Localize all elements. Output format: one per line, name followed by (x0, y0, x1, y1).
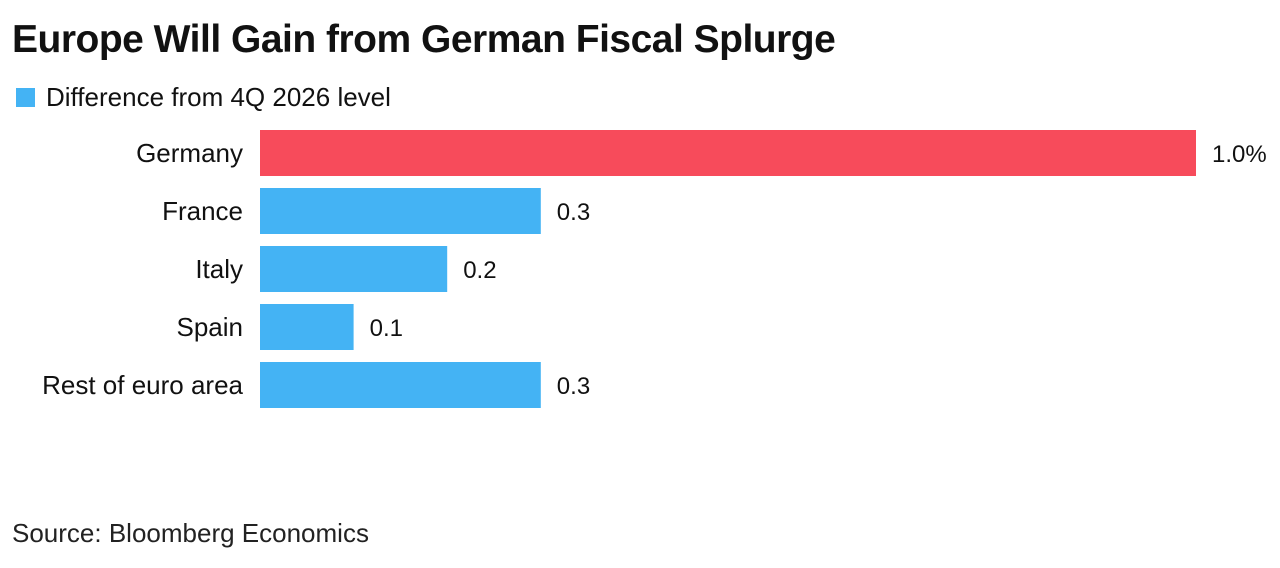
bar-italy (260, 246, 448, 292)
legend-swatch (16, 88, 35, 107)
value-label-spain: 0.1 (370, 315, 403, 342)
value-label-germany: 1.0% (1212, 141, 1267, 168)
category-label-germany: Germany (136, 138, 243, 168)
category-label-italy: Italy (195, 254, 243, 284)
legend-label: Difference from 4Q 2026 level (46, 82, 391, 112)
category-label-rest-of-euro-area: Rest of euro area (42, 370, 243, 400)
bar-france (260, 188, 541, 234)
category-label-spain: Spain (177, 312, 244, 342)
value-label-france: 0.3 (557, 199, 590, 226)
chart-title: Europe Will Gain from German Fiscal Splu… (12, 18, 836, 61)
bar-spain (260, 304, 354, 350)
legend: Difference from 4Q 2026 level (16, 82, 391, 113)
value-label-rest-of-euro-area: 0.3 (557, 373, 590, 400)
bar-rest-of-euro-area (260, 362, 541, 408)
value-label-italy: 0.2 (463, 257, 496, 284)
source-note: Source: Bloomberg Economics (12, 518, 369, 548)
category-label-france: France (162, 196, 243, 226)
bar-germany (260, 130, 1196, 176)
